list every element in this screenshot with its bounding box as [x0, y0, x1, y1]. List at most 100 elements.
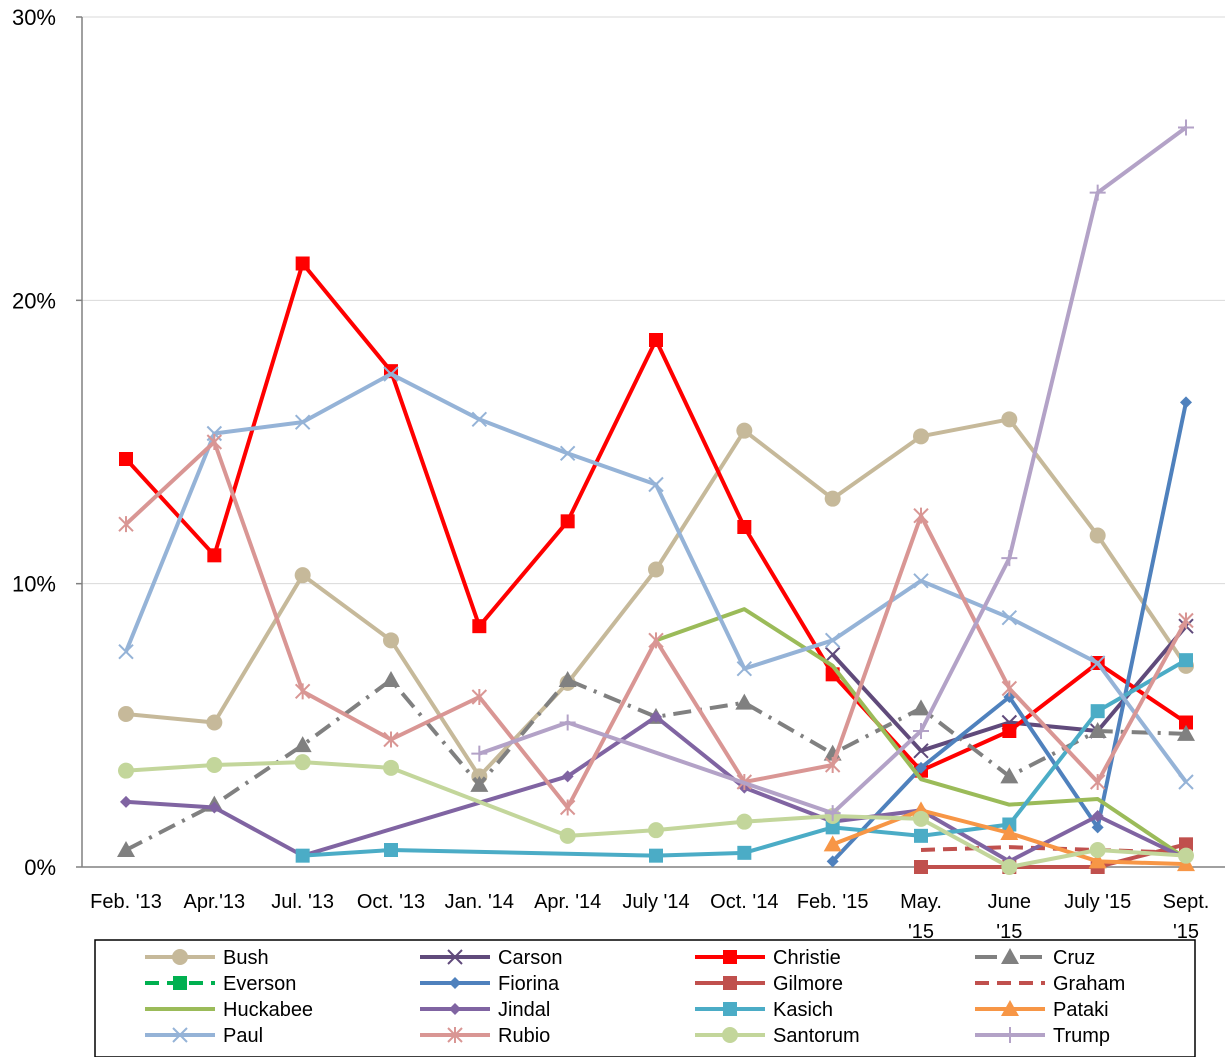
- data-point: [736, 813, 753, 830]
- data-point: [294, 414, 311, 430]
- x-tick-label: '15: [1173, 921, 1199, 943]
- data-point: [737, 845, 752, 860]
- data-point: [648, 632, 664, 649]
- data-point: [383, 759, 399, 776]
- y-tick-label: 10%: [12, 572, 56, 597]
- series-christie: [119, 256, 1193, 778]
- legend-item-rubio: Rubio: [420, 1025, 550, 1047]
- data-point: [118, 706, 134, 722]
- data-point: [1180, 396, 1192, 409]
- data-point: [558, 671, 577, 687]
- data-point: [383, 366, 399, 382]
- x-tick-label: Jul. '13: [271, 891, 334, 913]
- data-point: [560, 514, 575, 529]
- data-point: [648, 561, 664, 578]
- data-point: [1088, 852, 1107, 869]
- legend-label: Bush: [223, 947, 269, 969]
- x-tick-label: Sept.: [1163, 891, 1210, 913]
- legend-swatch-marker: [1001, 948, 1019, 964]
- data-point: [824, 646, 841, 663]
- series-kasich: [295, 653, 1193, 863]
- x-tick-label: '15: [908, 921, 934, 943]
- legend-item-kasich: Kasich: [695, 999, 833, 1021]
- data-point: [824, 490, 841, 507]
- data-point: [648, 822, 664, 839]
- data-point: [1001, 859, 1018, 875]
- data-point: [1089, 184, 1106, 201]
- data-point: [649, 333, 663, 347]
- data-point: [1001, 411, 1018, 428]
- x-tick-label: Feb. '15: [797, 891, 869, 913]
- legend-swatch-marker: [172, 1027, 188, 1043]
- series-santorum: [118, 754, 1194, 875]
- data-point: [470, 775, 489, 792]
- data-point: [118, 762, 134, 779]
- legend-swatch-marker: [1001, 1000, 1019, 1016]
- data-point: [735, 693, 754, 710]
- data-point: [120, 795, 132, 808]
- data-point: [913, 428, 929, 445]
- tick-labels: 0% 10% 20% 30% Feb. '13 Apr.'13 Jul. '13 Oct. '…: [12, 5, 1209, 943]
- x-tick-label: '15: [996, 921, 1022, 943]
- data-point: [824, 757, 841, 773]
- legend-swatch-marker: [723, 976, 737, 990]
- data-point: [559, 445, 576, 462]
- data-point: [1000, 767, 1019, 784]
- data-point: [382, 671, 400, 687]
- data-point: [1091, 810, 1104, 822]
- legend-item-paul: Paul: [145, 1025, 263, 1047]
- legend-swatch-marker: [447, 949, 463, 965]
- data-point: [1089, 655, 1106, 671]
- data-point: [1179, 653, 1193, 668]
- data-point: [471, 689, 488, 705]
- legend-swatch-marker: [723, 950, 737, 964]
- data-point: [206, 714, 223, 731]
- legend-swatch-marker: [449, 1003, 461, 1015]
- legend-swatch-marker: [1002, 1027, 1018, 1043]
- data-point: [1001, 550, 1018, 567]
- legend-label: Kasich: [773, 999, 833, 1021]
- data-point: [650, 710, 662, 723]
- x-tick-label: Oct. '14: [710, 891, 778, 913]
- series-lines: [117, 119, 1195, 875]
- legend-label: Pataki: [1053, 999, 1109, 1021]
- data-point: [1178, 119, 1194, 136]
- data-point: [559, 714, 576, 731]
- data-point: [208, 801, 221, 814]
- legend-swatch-marker: [447, 1027, 463, 1043]
- series-line: [921, 842, 1187, 869]
- data-point: [294, 683, 311, 700]
- data-point: [1089, 842, 1106, 858]
- y-tick-label: 20%: [12, 288, 56, 313]
- data-point: [295, 256, 310, 271]
- legend-item-cruz: Cruz: [975, 947, 1095, 969]
- data-point: [1091, 821, 1104, 834]
- data-point: [912, 699, 930, 716]
- data-point: [736, 422, 753, 439]
- legend-swatch-marker: [173, 976, 187, 990]
- x-tick-label: July '15: [1064, 891, 1131, 913]
- legend-swatch-marker: [449, 977, 461, 989]
- series-trump: [471, 119, 1194, 822]
- data-point: [384, 843, 398, 857]
- legend-label: Paul: [223, 1025, 263, 1047]
- legend-item-pataki: Pataki: [975, 999, 1109, 1021]
- data-point: [119, 452, 133, 466]
- legend-label: Fiorina: [498, 973, 560, 995]
- legend-label: Jindal: [498, 999, 550, 1021]
- data-point: [1178, 847, 1194, 864]
- data-point: [915, 761, 927, 774]
- legend-label: Carson: [498, 947, 562, 969]
- data-point: [825, 820, 840, 835]
- data-point: [207, 548, 222, 563]
- data-point: [913, 743, 929, 759]
- x-tick-label: May.: [900, 891, 942, 913]
- data-point: [383, 632, 399, 649]
- data-point: [118, 516, 134, 533]
- series-rubio: [118, 434, 1194, 816]
- data-point: [736, 660, 753, 677]
- data-point: [914, 860, 928, 874]
- x-tick-label: July '14: [622, 891, 689, 913]
- legend-label: Gilmore: [773, 973, 843, 995]
- data-point: [1001, 609, 1018, 626]
